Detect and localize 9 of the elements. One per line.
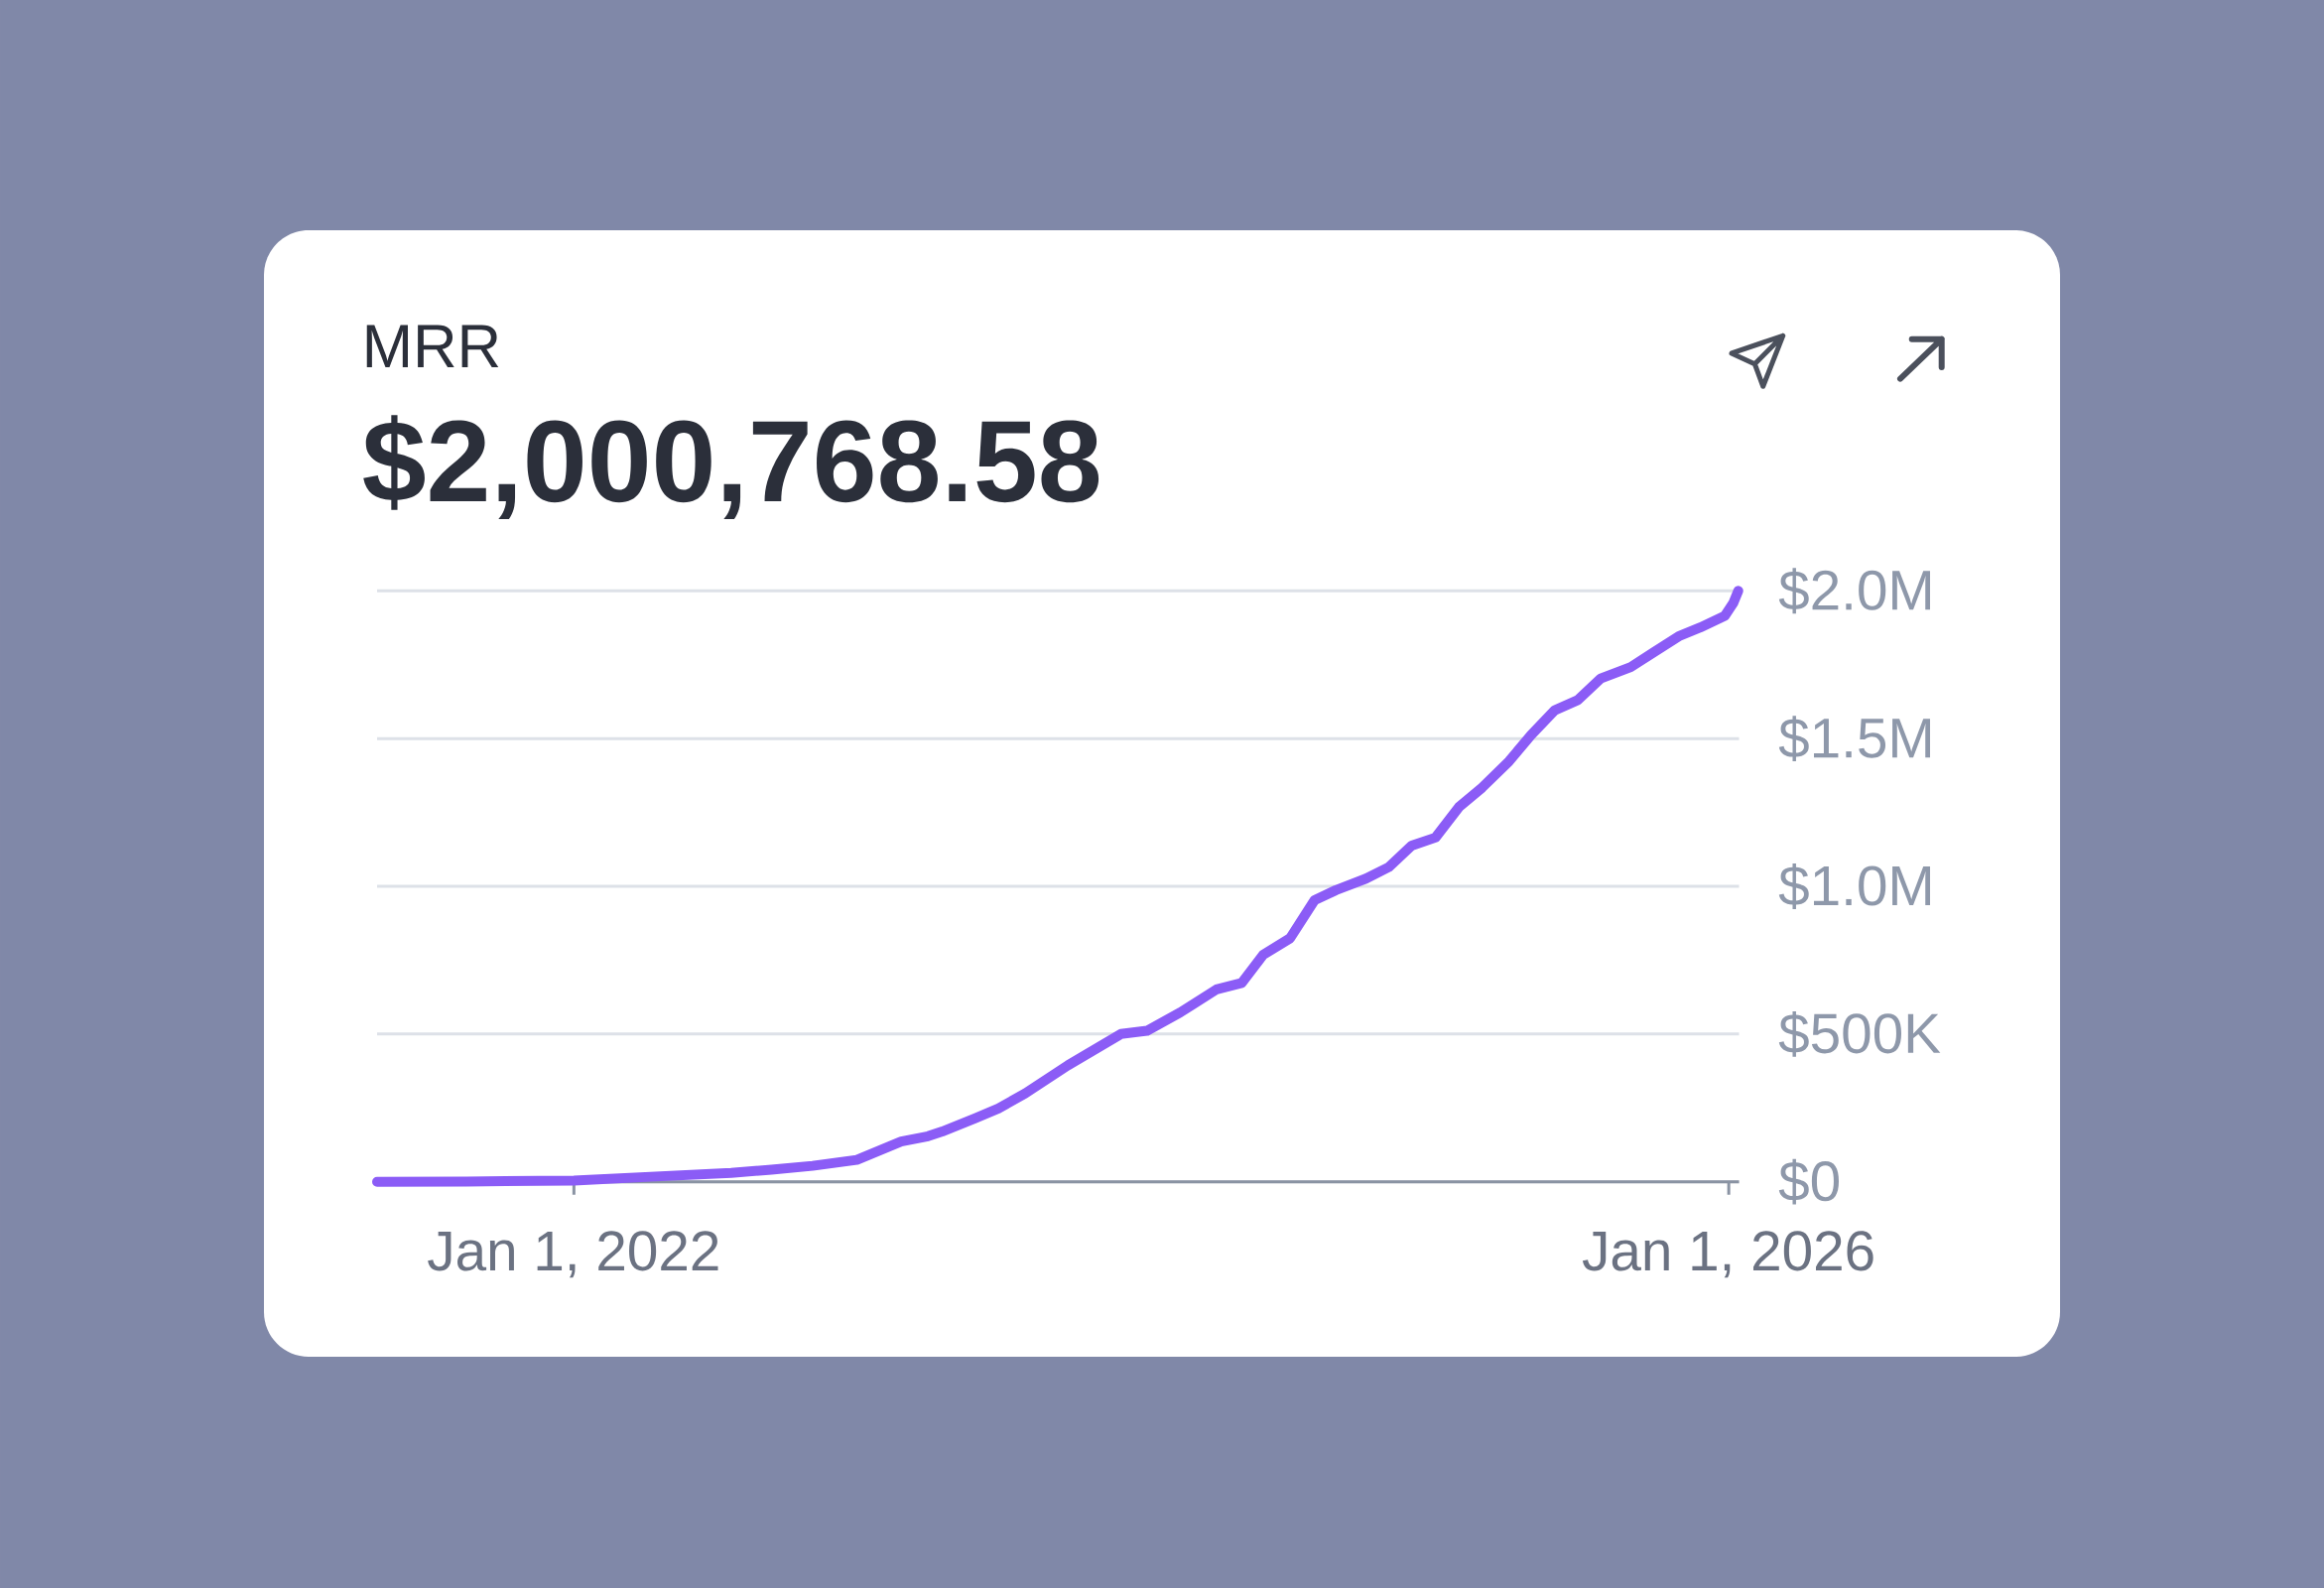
y-tick-label: $500K xyxy=(1778,1010,1941,1057)
y-tick-label: $1.0M xyxy=(1778,863,1930,909)
chart-title: MRR xyxy=(366,325,499,367)
x-tick-label: Jan 1, 2022 xyxy=(428,1231,718,1278)
y-tick-label: $1.5M xyxy=(1778,716,1930,762)
x-tick-label: Jan 1, 2026 xyxy=(1582,1231,1873,1278)
chart-subtitle: $2,000,768.58 xyxy=(363,415,1099,520)
y-tick-label: $0 xyxy=(1778,1158,1839,1205)
y-tick-label: $2.0M xyxy=(1778,568,1930,614)
